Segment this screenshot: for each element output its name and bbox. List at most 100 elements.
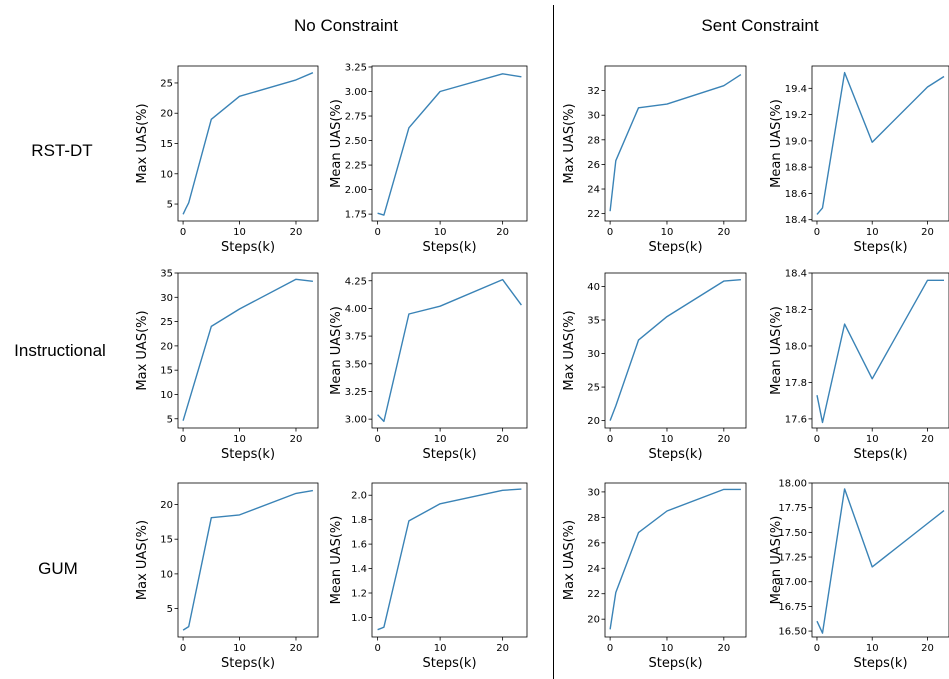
y-tick-label: 1.8 (351, 515, 367, 526)
y-tick-label: 1.0 (351, 613, 367, 624)
x-tick-label: 20 (921, 227, 934, 238)
x-tick-label: 20 (496, 643, 509, 654)
y-tick-label: 1.2 (351, 589, 367, 600)
x-tick-label: 20 (290, 227, 303, 238)
y-tick-label: 2.75 (345, 112, 367, 123)
x-tick-label: 20 (290, 434, 303, 445)
series-line (609, 279, 741, 421)
x-axis-label: Steps(k) (853, 656, 907, 671)
y-tick-label: 18.2 (785, 305, 807, 316)
x-axis-label: Steps(k) (648, 656, 702, 671)
x-tick-label: 0 (607, 227, 613, 238)
y-tick-label: 35 (587, 315, 600, 326)
y-tick-label: 28 (587, 513, 600, 524)
y-tick-label: 18.0 (785, 341, 807, 352)
row-label-gum: GUM (38, 559, 78, 578)
y-tick-label: 30 (587, 111, 600, 122)
y-axis-label: Mean UAS(%) (329, 306, 344, 395)
y-tick-label: 3.75 (345, 332, 367, 343)
chart-panel: 0 10 20 22 24 26 28 30 32 Steps(k) Max UAS(%) (562, 65, 747, 255)
x-tick-label: 10 (866, 643, 879, 654)
row-label-instructional: Instructional (14, 341, 106, 360)
y-tick-label: 28 (587, 135, 600, 146)
plot-area (178, 273, 318, 428)
y-tick-label: 17.50 (778, 528, 807, 539)
axes-frame (371, 65, 528, 222)
y-tick-label: 2.00 (345, 185, 367, 196)
plot-area (372, 483, 527, 637)
x-tick-label: 20 (921, 434, 934, 445)
y-tick-label: 10 (160, 569, 173, 580)
y-tick-label: 2.50 (345, 136, 367, 147)
y-tick-label: 20 (587, 615, 600, 626)
y-tick-label: 30 (160, 293, 173, 304)
y-tick-label: 18.4 (785, 269, 807, 280)
chart-panel: 0 10 20 17.6 17.8 18.0 18.2 18.4 Steps(k) Mean UA… (769, 269, 949, 462)
x-tick-label: 20 (921, 643, 934, 654)
y-tick-label: 18.4 (785, 215, 807, 226)
x-tick-label: 10 (866, 434, 879, 445)
y-tick-label: 3.50 (345, 359, 367, 370)
x-axis-label: Steps(k) (221, 240, 275, 255)
series-line (609, 488, 741, 630)
x-tick-label: 0 (814, 227, 820, 238)
chart-panel: 0 10 20 20 25 30 35 40 Steps(k) Max UAS(%) (562, 272, 747, 462)
x-axis-label: Steps(k) (221, 447, 275, 462)
y-tick-label: 30 (587, 349, 600, 360)
x-tick-label: 20 (496, 227, 509, 238)
x-tick-label: 0 (374, 643, 380, 654)
plot-area (178, 483, 318, 637)
x-axis-label: Steps(k) (422, 656, 476, 671)
y-tick-label: 1.4 (351, 564, 367, 575)
y-tick-label: 24 (587, 564, 600, 575)
series-line (609, 74, 742, 212)
y-axis-label: Mean UAS(%) (329, 516, 344, 605)
axes-frame (811, 482, 949, 638)
y-tick-label: 24 (587, 185, 600, 196)
series-line (182, 489, 314, 631)
axes-frame (604, 65, 747, 222)
y-tick-label: 25 (160, 78, 173, 89)
x-tick-label: 20 (290, 643, 303, 654)
x-tick-label: 0 (814, 643, 820, 654)
axes-frame (811, 65, 949, 222)
y-tick-label: 30 (587, 487, 600, 498)
y-tick-label: 15 (160, 366, 173, 377)
chart-panel: 0 10 20 20 22 24 26 28 30 Steps(k) Max UAS(%) (562, 482, 747, 671)
row-label-rst-dt: RST-DT (31, 141, 92, 160)
chart-panel: 0 10 20 1.75 2.00 2.25 2.50 2.75 3.00 3.25 Steps(k… (329, 62, 528, 255)
x-tick-label: 0 (607, 434, 613, 445)
y-axis-label: Max UAS(%) (135, 520, 150, 600)
y-tick-label: 18.8 (785, 163, 807, 174)
y-tick-label: 4.00 (345, 304, 367, 315)
x-tick-label: 10 (866, 227, 879, 238)
x-tick-label: 10 (233, 643, 246, 654)
y-tick-label: 17.8 (785, 378, 807, 389)
axes-frame (371, 482, 528, 638)
axes-frame (604, 272, 747, 429)
y-tick-label: 16.50 (778, 627, 807, 638)
y-tick-label: 20 (587, 416, 600, 427)
y-tick-label: 18.00 (778, 479, 807, 490)
plot-area (605, 66, 746, 221)
series-line (377, 278, 522, 423)
y-tick-label: 1.6 (351, 540, 367, 551)
y-tick-label: 3.25 (345, 387, 367, 398)
y-tick-label: 5 (167, 604, 173, 615)
x-tick-label: 20 (717, 227, 730, 238)
plot-area (372, 273, 527, 428)
y-tick-label: 19.2 (785, 110, 807, 121)
y-tick-label: 10 (160, 169, 173, 180)
y-tick-label: 18.6 (785, 189, 807, 200)
y-tick-label: 20 (160, 109, 173, 120)
y-tick-label: 22 (587, 589, 600, 600)
x-axis-label: Steps(k) (422, 240, 476, 255)
y-tick-label: 17.25 (778, 553, 807, 564)
x-tick-label: 20 (717, 643, 730, 654)
y-tick-label: 3.00 (345, 87, 367, 98)
axes-frame (177, 482, 319, 638)
y-axis-label: Max UAS(%) (135, 310, 150, 390)
series-line (377, 488, 522, 631)
y-tick-label: 22 (587, 209, 600, 220)
x-tick-label: 10 (233, 434, 246, 445)
